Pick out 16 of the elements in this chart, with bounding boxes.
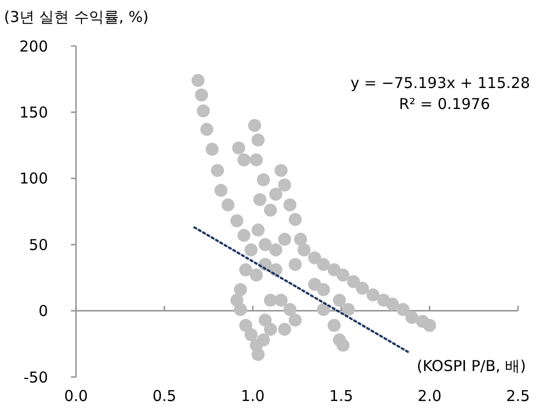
y-tick-label: 0	[38, 302, 48, 320]
x-tick-label: 2.0	[418, 387, 442, 405]
annotation: y = −75.193x + 115.28	[350, 74, 530, 92]
y-tick-label: 100	[19, 170, 48, 188]
annotation: R² = 0.1976	[398, 95, 490, 113]
x-tick-label: 0.0	[64, 387, 88, 405]
y-tick-label: 200	[19, 37, 48, 56]
y-tick-label: 50	[28, 236, 48, 254]
x-tick-label: 2.5	[506, 387, 530, 405]
y-tick-label: 150	[19, 103, 48, 122]
x-axis-title: (KOSPI P/B, 배)	[416, 357, 526, 375]
y-axis-title: (3년 실현 수익률, %)	[4, 8, 149, 26]
y-tick-label: -50	[24, 368, 48, 386]
x-tick-label: 1.0	[240, 387, 265, 405]
x-tick-label: 0.5	[152, 387, 176, 405]
x-tick-label: 1.5	[329, 387, 354, 405]
